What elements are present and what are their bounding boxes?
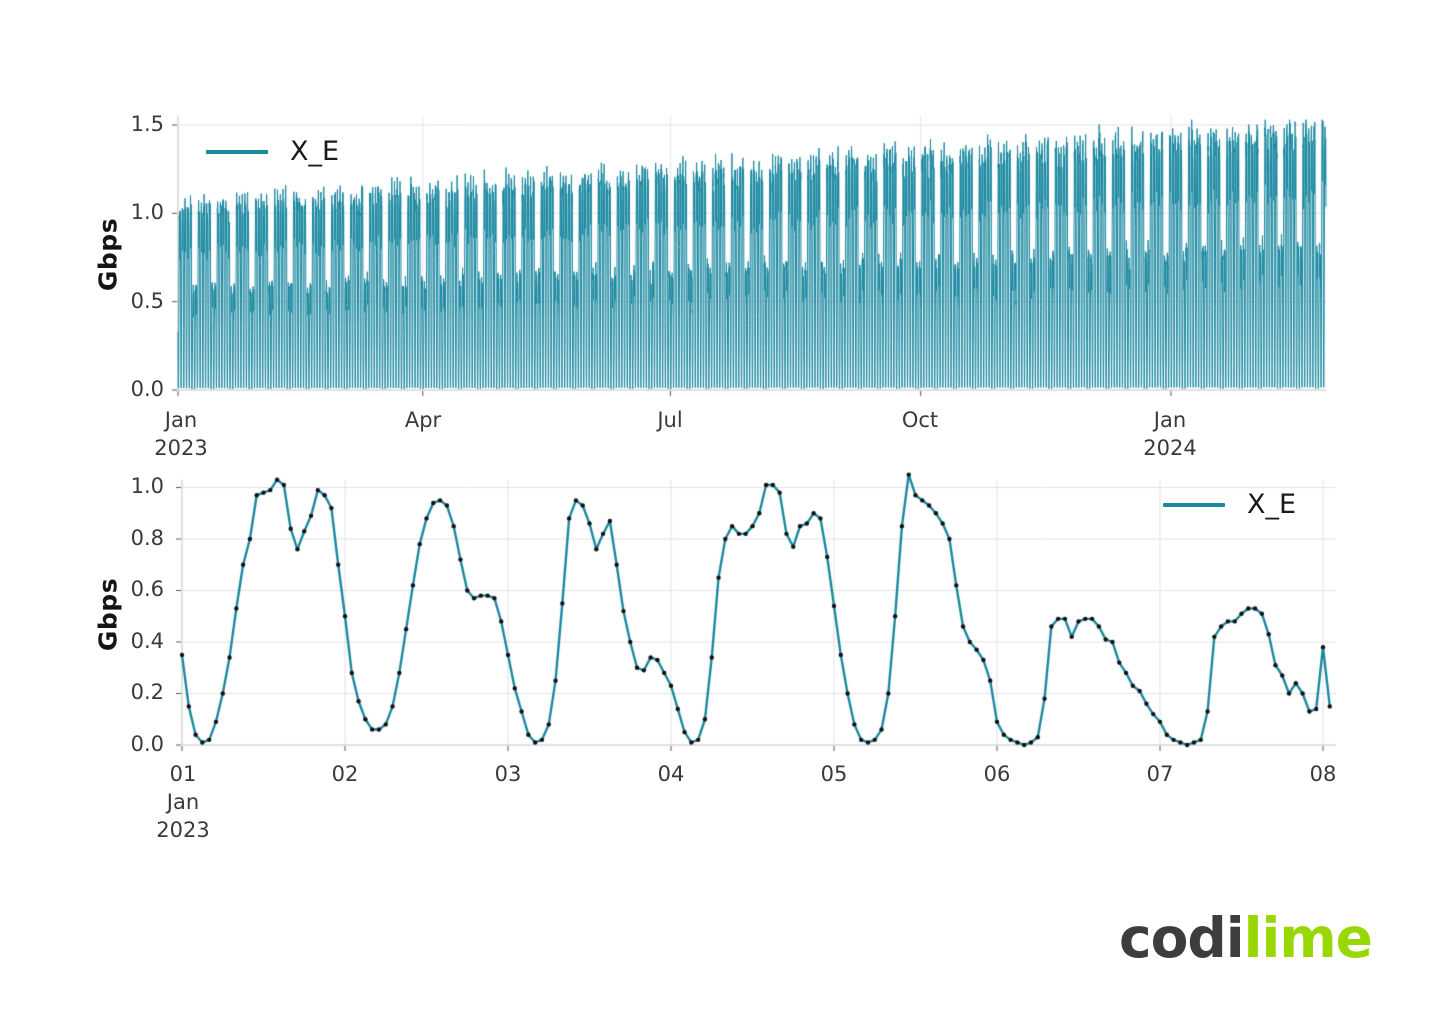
top-legend: X_E xyxy=(206,136,339,167)
bottom-x-tick-01: 01 Jan 2023 xyxy=(156,762,210,842)
codilime-logo-lime: lime xyxy=(1243,906,1373,970)
traffic-week-chart xyxy=(170,462,1350,765)
top-y-tick-0p0: 0.0 xyxy=(130,377,164,401)
top-x-tick-jan2024: Jan 2024 xyxy=(1143,408,1197,460)
top-y-tick-1p5: 1.5 xyxy=(130,112,164,136)
codilime-logo: codilime xyxy=(1119,906,1373,970)
bottom-x-tick-07: 07 xyxy=(1146,762,1174,786)
top-x-tick-jan2023: Jan 2023 xyxy=(154,408,208,460)
top-x-tick-oct: Oct xyxy=(901,408,939,432)
bottom-y-tick-0p4: 0.4 xyxy=(130,629,164,653)
top-y-tick-1p0: 1.0 xyxy=(130,200,164,224)
traffic-overview-chart xyxy=(170,105,1350,405)
bottom-y-tick-0p8: 0.8 xyxy=(130,526,164,550)
codilime-logo-codi: codi xyxy=(1119,906,1245,970)
top-x-tick-jul: Jul xyxy=(657,408,683,432)
top-legend-line-swatch xyxy=(206,149,268,154)
bottom-x-tick-08: 08 xyxy=(1309,762,1337,786)
bottom-legend-label: X_E xyxy=(1247,489,1297,520)
bottom-y-axis-title: Gbps xyxy=(93,577,123,652)
top-y-tick-0p5: 0.5 xyxy=(130,289,164,313)
top-legend-label: X_E xyxy=(290,136,340,167)
top-x-tick-apr: Apr xyxy=(404,408,442,432)
bottom-legend: X_E xyxy=(1163,489,1296,520)
bottom-y-tick-0p0: 0.0 xyxy=(130,732,164,756)
bottom-x-tick-04: 04 xyxy=(657,762,685,786)
bottom-y-tick-1p0: 1.0 xyxy=(130,474,164,498)
bottom-y-tick-0p6: 0.6 xyxy=(130,577,164,601)
bottom-x-tick-03: 03 xyxy=(494,762,522,786)
bottom-y-tick-0p2: 0.2 xyxy=(130,680,164,704)
bottom-x-tick-05: 05 xyxy=(820,762,848,786)
bottom-legend-line-swatch xyxy=(1163,502,1225,507)
bottom-x-tick-02: 02 xyxy=(331,762,359,786)
bottom-x-tick-06: 06 xyxy=(983,762,1011,786)
